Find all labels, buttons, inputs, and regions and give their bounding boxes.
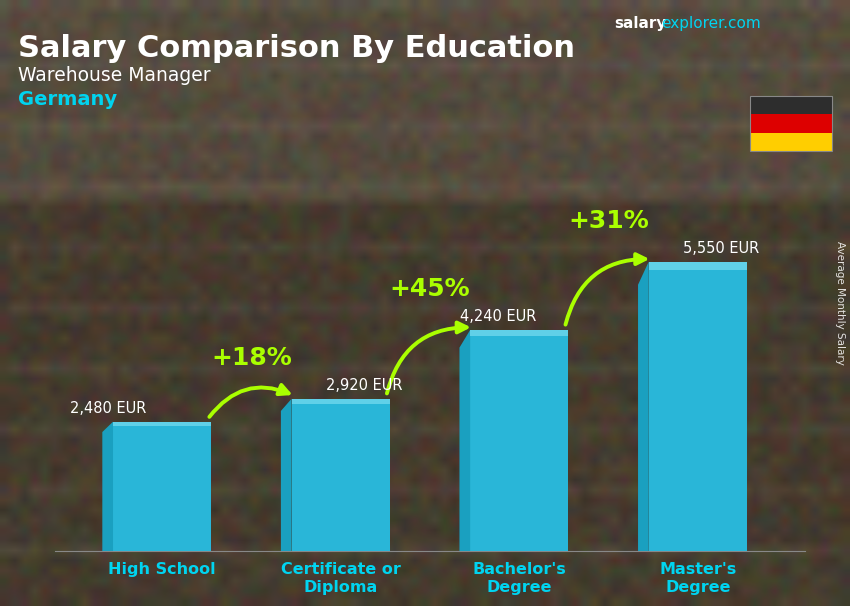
Polygon shape bbox=[102, 422, 113, 551]
Bar bbox=[292, 399, 390, 551]
Polygon shape bbox=[280, 399, 292, 551]
Bar bbox=[292, 399, 390, 404]
Text: Germany: Germany bbox=[18, 90, 117, 109]
Text: explorer.com: explorer.com bbox=[661, 16, 761, 31]
Bar bbox=[649, 262, 747, 551]
FancyArrowPatch shape bbox=[209, 385, 289, 417]
Text: Average Monthly Salary: Average Monthly Salary bbox=[835, 241, 845, 365]
FancyArrowPatch shape bbox=[387, 322, 467, 393]
Bar bbox=[113, 422, 212, 426]
Text: 4,240 EUR: 4,240 EUR bbox=[460, 309, 536, 324]
Bar bbox=[470, 330, 569, 336]
Text: Salary Comparison By Education: Salary Comparison By Education bbox=[18, 34, 575, 63]
Text: +31%: +31% bbox=[568, 209, 649, 233]
FancyArrowPatch shape bbox=[565, 254, 645, 325]
Text: 5,550 EUR: 5,550 EUR bbox=[683, 241, 759, 256]
Text: salary: salary bbox=[614, 16, 666, 31]
Bar bbox=[750, 96, 832, 151]
Text: Warehouse Manager: Warehouse Manager bbox=[18, 66, 211, 85]
Text: +18%: +18% bbox=[211, 346, 292, 370]
Bar bbox=[750, 115, 832, 133]
Text: 2,480 EUR: 2,480 EUR bbox=[71, 401, 147, 416]
Text: +45%: +45% bbox=[389, 277, 470, 301]
Text: 2,920 EUR: 2,920 EUR bbox=[326, 378, 402, 393]
Bar bbox=[649, 262, 747, 270]
Bar bbox=[470, 330, 569, 551]
Bar bbox=[113, 422, 212, 551]
Bar bbox=[750, 133, 832, 151]
Polygon shape bbox=[638, 262, 649, 551]
Polygon shape bbox=[460, 330, 470, 551]
Bar bbox=[750, 96, 832, 115]
